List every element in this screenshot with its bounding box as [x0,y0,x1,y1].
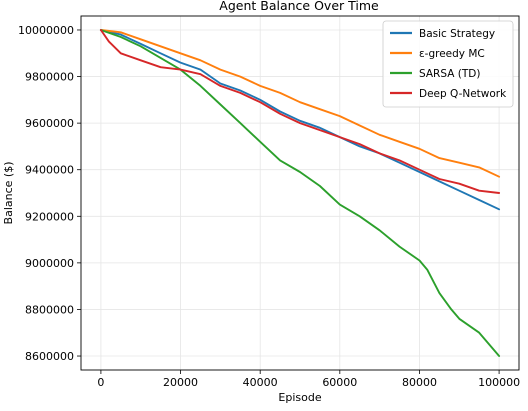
y-tick-label: 10000000 [18,24,74,37]
legend: Basic Strategy ε-greedy MC SARSA (TD) Deep … [382,20,514,108]
y-tick-label: 9000000 [25,257,74,270]
series-line-deep-q-network [99,29,501,194]
legend-label: Deep Q-Network [419,88,507,100]
x-tick-label: 0 [97,376,104,389]
x-tick-label: 60000 [322,376,357,389]
x-tick-label: 40000 [243,376,278,389]
x-tick-label: 20000 [163,376,198,389]
x-tick-label: 80000 [402,376,437,389]
y-tick-label: 9400000 [25,164,74,177]
x-axis-label: Episode [278,391,321,404]
grid-lines [81,16,519,370]
chart-title: Agent Balance Over Time [219,0,379,13]
y-tick-label: 9800000 [25,71,74,84]
y-tick-label: 8600000 [25,350,74,363]
y-tick-label: 9600000 [25,117,74,130]
series-line-greedy-mc [99,29,501,178]
series-line-basic-strategy [99,29,501,211]
plot-border [80,15,520,371]
x-tick-label: 100000 [478,376,520,389]
legend-label: SARSA (TD) [419,68,480,80]
series-line-sarsa-td [99,29,501,357]
y-tick-label: 8800000 [25,303,74,316]
legend-box [382,20,514,108]
y-axis-label: Balance ($) [2,162,15,225]
axes: 0 20000 40000 60000 80000 100000 8600000 880000… [18,15,520,389]
series-lines [99,29,501,357]
legend-label: ε-greedy MC [419,48,485,60]
y-tick-label: 9200000 [25,210,74,223]
legend-label: Basic Strategy [419,28,495,40]
